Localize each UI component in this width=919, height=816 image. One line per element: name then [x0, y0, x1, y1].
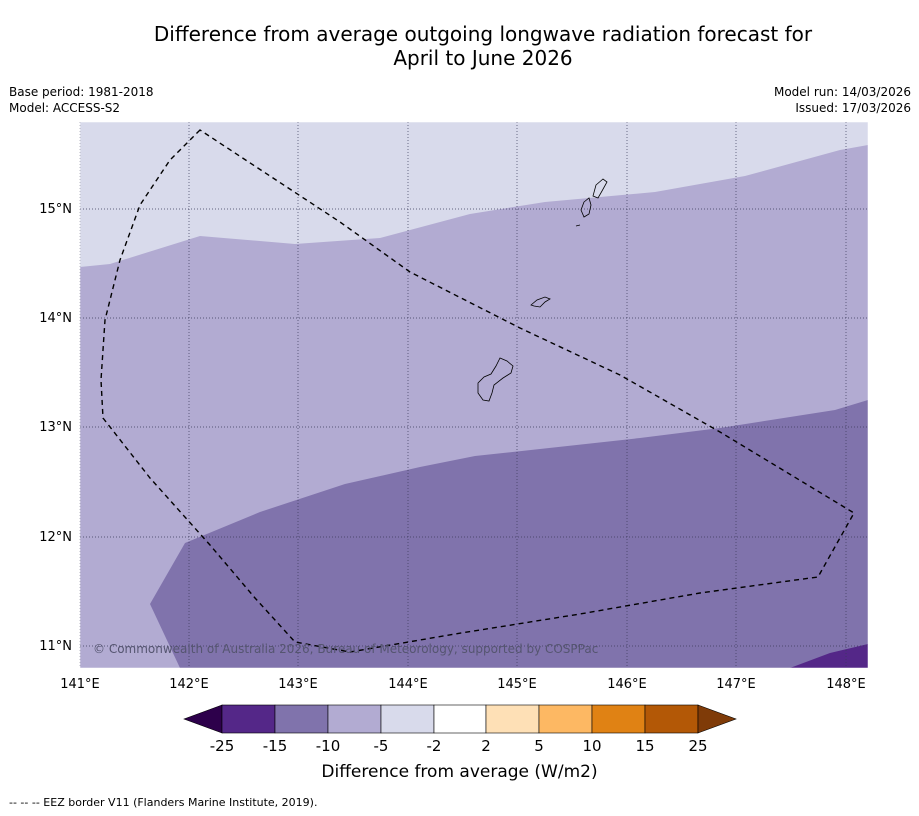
lon-label: 146°E	[607, 677, 647, 692]
colorbar-swatch	[380, 704, 435, 734]
colorbar-tick: -10	[316, 737, 341, 755]
colorbar-swatch	[221, 704, 276, 734]
colorbar-tick: -5	[374, 737, 389, 755]
colorbar-tick: 5	[534, 737, 544, 755]
lat-label: 14°N	[39, 311, 72, 326]
lat-label: 13°N	[39, 420, 72, 435]
lon-label: 145°E	[497, 677, 537, 692]
lat-label: 15°N	[39, 202, 72, 217]
lat-labels: 15°N 14°N 13°N 12°N 11°N	[39, 202, 72, 654]
meta-right: Model run: 14/03/2026 Issued: 17/03/2026	[774, 84, 911, 116]
forecast-map: © Commonwealth of Australia 2026, Bureau…	[39, 121, 869, 755]
colorbar-extend-max	[697, 704, 737, 734]
title-line-1: Difference from average outgoing longwav…	[153, 22, 813, 46]
colorbar-tick: -25	[210, 737, 235, 755]
meta-left: Base period: 1981-2018 Model: ACCESS-S2	[9, 84, 154, 116]
colorbar-swatch	[274, 704, 329, 734]
colorbar-tick: -15	[263, 737, 288, 755]
colorbar-title: Difference from average (W/m2)	[321, 762, 598, 782]
lat-label: 12°N	[39, 530, 72, 545]
island-saipan	[592, 178, 608, 199]
title-line-2: April to June 2026	[393, 46, 573, 70]
island-aguijan	[575, 224, 581, 227]
copyright-notice: © Commonwealth of Australia 2026, Bureau…	[93, 642, 598, 656]
colorbar-tick: -2	[427, 737, 442, 755]
colorbar-extend-min	[183, 704, 223, 734]
field-m15-m10	[150, 400, 868, 668]
island-rota	[530, 296, 551, 308]
colorbar-tick: 25	[688, 737, 707, 755]
colorbar-ticks: -25 -15 -10 -5 -2 2 5 10 15 25	[210, 737, 708, 755]
model-name: Model: ACCESS-S2	[9, 101, 121, 115]
lon-labels: 141°E 142°E 143°E 144°E 145°E 146°E 147°…	[60, 677, 866, 692]
colorbar-tick: 15	[635, 737, 654, 755]
lon-label: 142°E	[169, 677, 209, 692]
colorbar-swatch	[327, 704, 382, 734]
chart-title: Difference from average outgoing longwav…	[0, 22, 919, 70]
issued-date: Issued: 17/03/2026	[795, 101, 911, 115]
anomaly-fields	[80, 122, 868, 668]
lon-label: 141°E	[60, 677, 100, 692]
lon-label: 144°E	[388, 677, 428, 692]
island-tinian	[580, 197, 592, 218]
footnote: -- -- -- EEZ border V11 (Flanders Marine…	[9, 796, 318, 809]
lat-label: 11°N	[39, 639, 72, 654]
base-period: Base period: 1981-2018	[9, 85, 154, 99]
colorbar	[183, 704, 737, 734]
islands	[477, 178, 608, 402]
colorbar-swatch	[433, 704, 487, 734]
colorbar-swatch	[485, 704, 540, 734]
colorbar-swatch	[591, 704, 646, 734]
colorbar-swatch	[538, 704, 593, 734]
colorbar-tick: 2	[481, 737, 491, 755]
lon-label: 143°E	[278, 677, 318, 692]
island-guam	[477, 357, 514, 402]
lon-label: 148°E	[826, 677, 866, 692]
model-run: Model run: 14/03/2026	[773, 85, 911, 99]
colorbar-tick: 10	[582, 737, 601, 755]
lon-label: 147°E	[716, 677, 756, 692]
eez-border	[100, 129, 855, 653]
colorbar-swatch	[644, 704, 699, 734]
field-m25-m15	[790, 644, 868, 668]
